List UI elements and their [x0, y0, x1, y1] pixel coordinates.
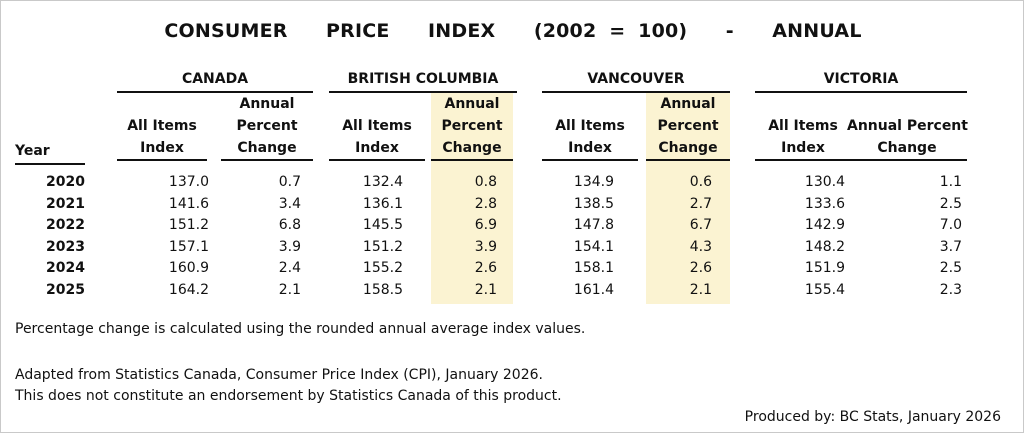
percent-change-cell: 6.9 [474, 217, 497, 234]
percent-change-cell: 2.1 [474, 282, 497, 298]
percent-change-cell: 3.4 [278, 195, 301, 212]
produced-by: Produced by: BC Stats, January 2026 [744, 409, 1001, 425]
year-cell: 2025 [46, 282, 85, 298]
index-value-cell: 157.1 [168, 238, 209, 255]
index-value-cell: 161.4 [573, 282, 614, 298]
highlight-column [431, 93, 513, 304]
year-cell: 2022 [46, 217, 85, 234]
year-cell: 2021 [46, 195, 85, 212]
column-header-line: Annual [239, 96, 295, 112]
column-header-line: Index [140, 140, 184, 156]
column-header-line: Change [237, 140, 297, 156]
index-column-header: All Items Index [329, 89, 425, 161]
column-header-line: Index [781, 140, 825, 156]
percent-change-cell: 1.1 [939, 174, 962, 190]
percent-change-cell: 0.7 [278, 174, 301, 190]
index-value-cell: 141.6 [168, 195, 209, 212]
percent-change-column-header: Annual Percent Change [646, 89, 730, 161]
percent-change-cell: 2.1 [689, 282, 712, 298]
table-title: CONSUMER PRICE INDEX (2002 = 100) - ANNU… [164, 20, 862, 42]
index-value-cell: 132.4 [362, 174, 403, 190]
index-value-cell: 147.8 [573, 217, 614, 234]
region-header: BRITISH COLUMBIA [329, 71, 517, 93]
column-header-line: Annual [444, 96, 500, 112]
percent-change-column-header: Annual Percent Change [431, 89, 513, 161]
column-header-line: Change [877, 140, 937, 156]
percent-change-cell: 2.3 [939, 282, 962, 298]
index-value-cell: 158.5 [362, 282, 403, 298]
column-header-line: Index [355, 140, 399, 156]
index-value-cell: 137.0 [168, 174, 209, 190]
column-header-line: All Items [555, 118, 625, 134]
index-value-cell: 155.4 [804, 282, 845, 298]
column-header-line: Percent [441, 118, 503, 134]
index-value-cell: 145.5 [362, 217, 403, 234]
calculation-note: Percentage change is calculated using th… [15, 321, 586, 337]
source-note-line1: Adapted from Statistics Canada, Consumer… [15, 367, 543, 383]
percent-change-cell: 2.8 [474, 195, 497, 212]
percent-change-cell: 2.6 [689, 260, 712, 277]
percent-change-cell: 6.8 [278, 217, 301, 234]
index-value-cell: 155.2 [362, 260, 403, 277]
percent-change-cell: 4.3 [689, 238, 712, 255]
column-header-line: Annual [660, 96, 716, 112]
index-value-cell: 151.2 [168, 217, 209, 234]
highlight-column [646, 93, 730, 304]
index-value-cell: 151.9 [804, 260, 845, 277]
index-value-cell: 151.2 [362, 238, 403, 255]
region-header: VANCOUVER [542, 71, 730, 93]
column-header-line: Percent [236, 118, 298, 134]
index-value-cell: 164.2 [168, 282, 209, 298]
percent-change-column-header: Annual Percent Change [221, 89, 313, 161]
year-cell: 2024 [46, 260, 85, 277]
column-header-line: All Items [342, 118, 412, 134]
index-column-header: All Items Index [542, 89, 638, 161]
index-value-cell: 142.9 [804, 217, 845, 234]
column-header-line: Index [568, 140, 612, 156]
percent-change-cell: 2.5 [939, 195, 962, 212]
year-column-header: Year [15, 141, 85, 165]
index-value-cell: 158.1 [573, 260, 614, 277]
percent-change-cell: 7.0 [939, 217, 962, 234]
percent-change-cell: 2.4 [278, 260, 301, 277]
percent-change-cell: 3.9 [278, 238, 301, 255]
region-header: CANADA [117, 71, 313, 93]
index-value-cell: 136.1 [362, 195, 403, 212]
column-header-line: Change [658, 140, 718, 156]
percent-change-column-header: Annual Percent Change [847, 89, 968, 161]
index-value-cell: 138.5 [573, 195, 614, 212]
region-header: VICTORIA [755, 71, 967, 93]
index-value-cell: 133.6 [804, 195, 845, 212]
index-column-header: All Items Index [755, 89, 851, 161]
index-value-cell: 160.9 [168, 260, 209, 277]
column-header-line: Annual Percent [847, 118, 968, 134]
index-value-cell: 148.2 [804, 238, 845, 255]
index-column-header: All Items Index [117, 89, 207, 161]
percent-change-cell: 2.5 [939, 260, 962, 277]
percent-change-cell: 2.6 [474, 260, 497, 277]
percent-change-cell: 6.7 [689, 217, 712, 234]
year-cell: 2020 [46, 174, 85, 190]
column-header-line: All Items [768, 118, 838, 134]
percent-change-cell: 2.7 [689, 195, 712, 212]
index-value-cell: 130.4 [804, 174, 845, 190]
index-value-cell: 134.9 [573, 174, 614, 190]
column-header-line: Change [442, 140, 502, 156]
year-cell: 2023 [46, 238, 85, 255]
column-header-line: Percent [657, 118, 719, 134]
percent-change-cell: 0.6 [689, 174, 712, 190]
source-note-line2: This does not constitute an endorsement … [15, 388, 562, 404]
percent-change-cell: 2.1 [278, 282, 301, 298]
percent-change-cell: 0.8 [474, 174, 497, 190]
index-value-cell: 154.1 [573, 238, 614, 255]
percent-change-cell: 3.9 [474, 238, 497, 255]
column-header-line: All Items [127, 118, 197, 134]
percent-change-cell: 3.7 [939, 238, 962, 255]
